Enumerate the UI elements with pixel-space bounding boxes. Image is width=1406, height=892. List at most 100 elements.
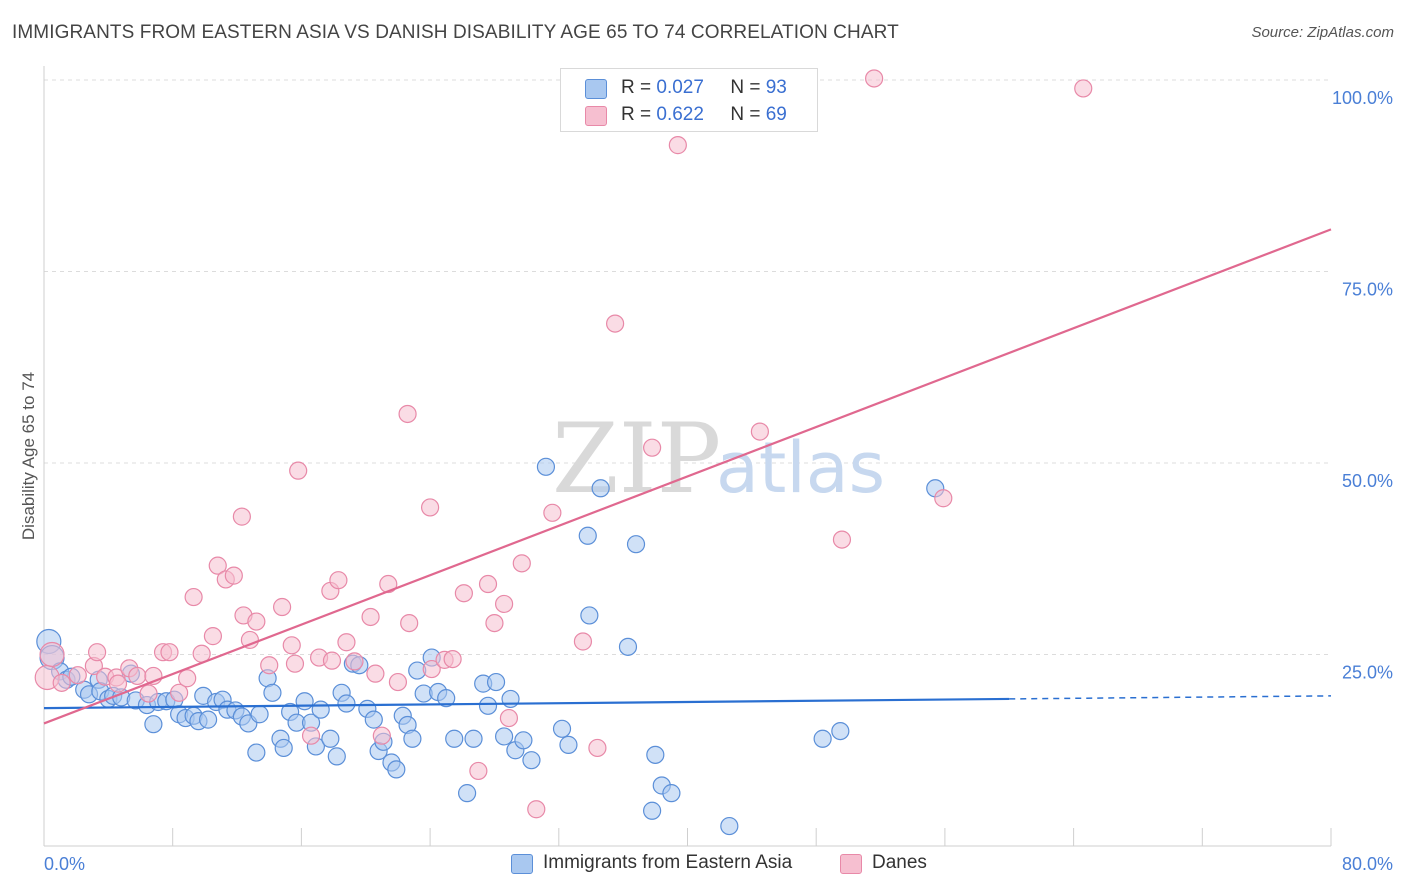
data-point: [580, 606, 599, 625]
data-point: [720, 816, 739, 836]
data-point: [372, 726, 391, 745]
data-point: [68, 666, 87, 685]
data-point: [178, 669, 197, 688]
data-point: [337, 694, 356, 713]
data-point: [588, 738, 607, 758]
data-point: [337, 633, 356, 652]
data-point: [322, 651, 342, 670]
data-point: [329, 571, 348, 590]
y-tick-label: 25.0%: [1342, 663, 1393, 683]
data-point: [203, 627, 223, 646]
data-point: [198, 710, 218, 729]
source-credit: Source: ZipAtlas.com: [1251, 24, 1394, 41]
legend-r-label: R =: [621, 104, 652, 125]
y-tick-label: 75.0%: [1342, 280, 1393, 300]
legend-n-label: N =: [730, 104, 761, 125]
data-point: [469, 761, 488, 781]
tick-labels: 100.0% 75.0% 50.0% 25.0% 0.0% 80.0%: [44, 88, 1393, 874]
y-tick-label: 50.0%: [1342, 471, 1393, 491]
data-point: [263, 683, 282, 702]
data-point: [421, 498, 440, 517]
data-point: [522, 751, 541, 770]
data-point: [311, 700, 330, 719]
legend-r-label: R =: [621, 77, 652, 98]
data-point: [527, 800, 546, 819]
data-point: [87, 643, 107, 662]
data-point: [282, 636, 301, 655]
data-point: [495, 727, 514, 746]
data-point: [454, 584, 473, 603]
data-point: [626, 535, 646, 554]
data-point: [1074, 79, 1093, 98]
data-point: [366, 664, 385, 683]
data-point: [379, 574, 398, 594]
data-point: [260, 656, 279, 675]
data-point: [400, 613, 419, 633]
data-point: [289, 461, 308, 480]
data-point: [247, 612, 266, 631]
data-point: [478, 696, 498, 715]
data-point: [224, 566, 243, 585]
data-point: [478, 574, 498, 594]
data-point: [327, 747, 346, 766]
data-point: [668, 136, 687, 155]
watermark-atlas: atlas: [716, 427, 885, 509]
bottom-legend-swatch-blue: [511, 854, 533, 874]
data-point: [813, 729, 832, 748]
legend-r-value: 0.027: [656, 77, 704, 98]
data-point: [559, 735, 578, 754]
data-point: [458, 784, 477, 803]
data-point: [295, 692, 314, 711]
legend-n-label: N =: [730, 77, 761, 98]
data-point: [144, 715, 163, 734]
data-point: [321, 729, 340, 748]
data-point: [501, 689, 520, 709]
data-point: [536, 457, 556, 476]
data-point: [831, 721, 850, 741]
data-point: [662, 784, 681, 803]
bottom-legend-label-immigrants: Immigrants from Eastern Asia: [543, 852, 793, 873]
data-point: [250, 705, 269, 724]
data-point: [108, 674, 128, 693]
data-point: [646, 745, 665, 764]
data-point: [643, 801, 662, 820]
y-tick-label: 100.0%: [1332, 88, 1393, 108]
data-point: [443, 649, 462, 669]
data-point: [345, 652, 364, 671]
legend-swatch-pink: [585, 106, 607, 126]
y-axis-label: Disability Age 65 to 74: [19, 372, 38, 540]
bottom-legend-label-danes: Danes: [872, 852, 927, 873]
data-point: [573, 632, 593, 651]
correlation-legend: R = 0.027 N = 93 R = 0.622 N = 69: [560, 68, 818, 132]
data-point: [388, 672, 408, 692]
data-point: [437, 689, 456, 708]
data-point: [240, 630, 260, 650]
data-point: [512, 554, 531, 573]
legend-r-value: 0.622: [656, 104, 704, 125]
series-danes: [34, 69, 1093, 819]
bottom-legend-swatch-pink: [840, 854, 862, 874]
data-point: [578, 526, 597, 545]
data-point: [232, 507, 251, 526]
data-point: [445, 729, 464, 748]
x-tick-label-max: 80.0%: [1342, 854, 1393, 874]
data-point: [464, 729, 483, 748]
data-point: [750, 422, 769, 441]
data-point: [486, 672, 506, 692]
data-point: [543, 503, 562, 522]
axes: [43, 66, 1332, 847]
data-point: [247, 743, 266, 762]
data-point: [387, 760, 406, 779]
data-point: [832, 530, 852, 549]
data-point: [934, 489, 953, 508]
data-point: [52, 673, 71, 692]
data-point: [606, 314, 625, 333]
data-point: [398, 404, 417, 424]
legend-n-value: 93: [765, 77, 787, 98]
watermark-zip: ZIP: [552, 403, 721, 515]
data-point: [361, 607, 380, 627]
data-point: [618, 637, 638, 656]
data-point: [170, 683, 189, 702]
data-point: [499, 708, 519, 728]
